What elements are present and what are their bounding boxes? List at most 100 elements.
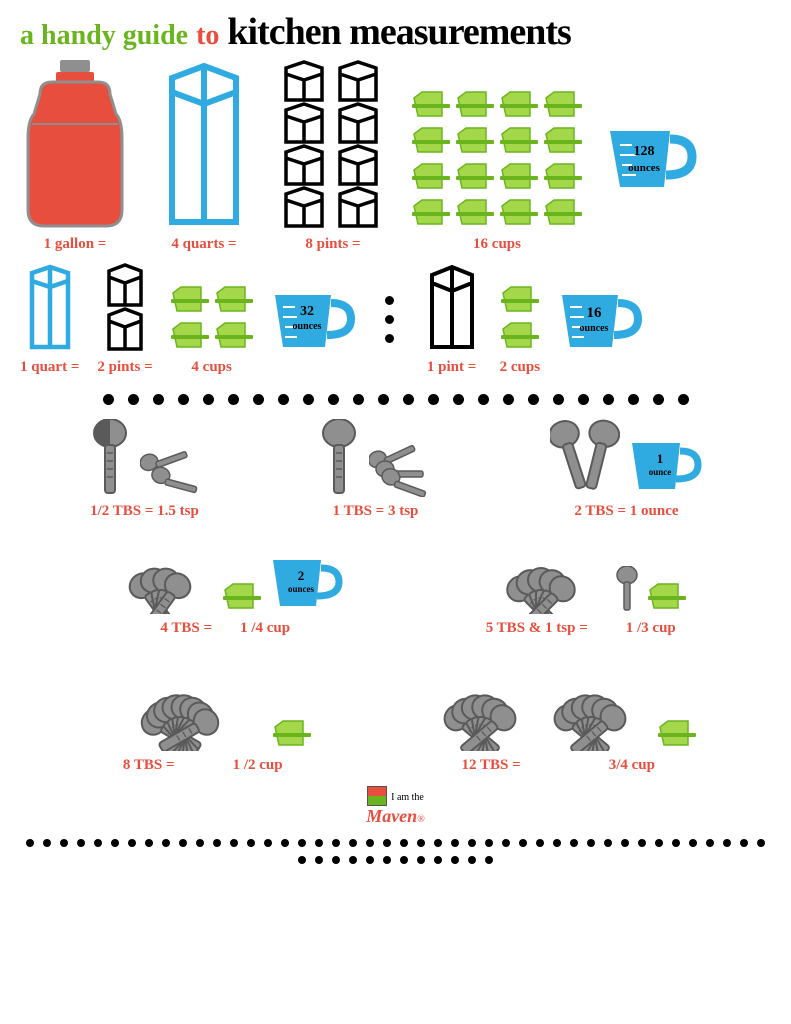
tablespoons-12-icon bbox=[420, 657, 650, 751]
tablespoon-1-icon bbox=[317, 419, 361, 497]
ounces32-col: 32 ounces bbox=[271, 283, 357, 357]
green-cup-icon bbox=[501, 321, 539, 353]
svg-text:32: 32 bbox=[300, 304, 314, 319]
green-cup-icon bbox=[215, 285, 253, 317]
half-tbs-col: 1/2 TBS = 1.5 tsp bbox=[88, 419, 202, 520]
green-cup-icon bbox=[544, 90, 582, 122]
twelve-tbs-label: 12 TBS = bbox=[462, 757, 521, 774]
cups-grid-2 bbox=[501, 285, 539, 353]
measuring-cup-16-icon: 16 ounces bbox=[558, 283, 644, 357]
pints-stack-icon bbox=[278, 60, 388, 230]
two-tbs-label: 2 TBS = 1 ounce bbox=[574, 503, 678, 520]
row-quart-pint: 1 quart = 2 pints = 4 cups 32 ounces 1 p… bbox=[0, 253, 791, 376]
svg-text:ounces: ounces bbox=[628, 162, 661, 174]
green-cup-icon bbox=[412, 126, 450, 158]
two-tbs-col: 1 ounce 2 TBS = 1 ounce bbox=[550, 419, 704, 520]
divider-dots-big bbox=[0, 376, 791, 419]
svg-text:ounce: ounce bbox=[648, 467, 671, 477]
tablespoons-2-icon bbox=[550, 419, 620, 497]
five-tbs-col: 5 TBS & 1 tsp = 1 /3 cup bbox=[476, 530, 686, 637]
row-quarter-third: 2 ounces 4 TBS = 1 /4 cup 5 TBS & 1 tsp … bbox=[0, 520, 791, 647]
green-cup-icon bbox=[500, 126, 538, 158]
measuring-cup-32-icon: 32 ounces bbox=[271, 283, 357, 357]
tablespoon-half-icon bbox=[88, 419, 132, 497]
pints2-icon bbox=[101, 263, 149, 353]
half-tbs-label: 1/2 TBS = 1.5 tsp bbox=[90, 503, 199, 520]
teaspoons-1.5-icon bbox=[140, 449, 202, 497]
quarts-col: 4 quarts = bbox=[154, 60, 254, 253]
green-cup-icon bbox=[500, 198, 538, 230]
teaspoons-3-icon bbox=[369, 445, 435, 497]
svg-text:16: 16 bbox=[587, 305, 603, 321]
gallon-label: 1 gallon = bbox=[44, 236, 107, 253]
cups2-col: 2 cups bbox=[500, 285, 540, 376]
ounces128-col: 128 ounces bbox=[606, 117, 698, 197]
svg-text:2: 2 bbox=[298, 568, 305, 583]
half-cup-label: 1 /2 cup bbox=[233, 757, 283, 774]
cups4-col: 4 cups bbox=[171, 285, 253, 376]
quart-carton-icon bbox=[154, 60, 254, 230]
four-tbs-col: 2 ounces 4 TBS = 1 /4 cup bbox=[105, 530, 345, 637]
green-cup-icon bbox=[500, 162, 538, 194]
one-tbs-col: 1 TBS = 3 tsp bbox=[317, 419, 435, 520]
green-cup-icon bbox=[456, 126, 494, 158]
row-gallon: 1 gallon = 4 quarts = 8 pints = 16 cups … bbox=[0, 60, 791, 253]
quarts-label: 4 quarts = bbox=[171, 236, 236, 253]
eight-tbs-label: 8 TBS = bbox=[123, 757, 175, 774]
green-cup-icon bbox=[544, 162, 582, 194]
quart1-label: 1 quart = bbox=[20, 359, 79, 376]
title-kitchen: kitchen measurements bbox=[227, 10, 570, 54]
gallon-col: 1 gallon = bbox=[20, 60, 130, 253]
title-row: a handy guide to kitchen measurements bbox=[0, 0, 791, 60]
cups16-label: 16 cups bbox=[473, 236, 521, 253]
pint1-col: 1 pint = bbox=[422, 263, 482, 376]
green-cup-icon bbox=[648, 582, 686, 614]
logo-iamthe: I am the bbox=[391, 792, 424, 803]
quart-small-icon bbox=[22, 263, 78, 353]
green-cup-icon bbox=[456, 198, 494, 230]
green-cup-icon bbox=[501, 285, 539, 317]
green-cup-icon bbox=[215, 321, 253, 353]
green-cup-icon bbox=[223, 582, 261, 614]
green-cup-icon bbox=[412, 90, 450, 122]
eight-tbs-col: 8 TBS = 1 /2 cup bbox=[95, 657, 311, 774]
row-half-threequarter: 8 TBS = 1 /2 cup 12 TBS = 3/4 cup bbox=[0, 647, 791, 784]
teaspoon-1-icon bbox=[614, 566, 640, 614]
cups2-label: 2 cups bbox=[500, 359, 540, 376]
tablespoons-5-icon bbox=[476, 530, 606, 614]
green-cup-icon bbox=[171, 285, 209, 317]
green-cup-icon bbox=[544, 126, 582, 158]
measuring-cup-2oz-icon: 2 ounces bbox=[269, 550, 345, 614]
pints2-label: 2 pints = bbox=[97, 359, 152, 376]
one-tbs-label: 1 TBS = 3 tsp bbox=[333, 503, 419, 520]
divider-dots-small bbox=[0, 829, 791, 874]
svg-text:ounces: ounces bbox=[580, 323, 609, 334]
three-quarter-label: 3/4 cup bbox=[609, 757, 655, 774]
third-cup-label: 1 /3 cup bbox=[626, 620, 676, 637]
row-tbs-tsp: 1/2 TBS = 1.5 tsp 1 TBS = 3 tsp bbox=[0, 419, 791, 520]
five-tbs-label: 5 TBS & 1 tsp = bbox=[486, 620, 588, 637]
logo-reg: ® bbox=[417, 814, 425, 825]
measuring-cup-1oz-icon: 1 ounce bbox=[628, 433, 704, 497]
twelve-tbs-col: 12 TBS = 3/4 cup bbox=[420, 657, 696, 774]
ounces16-col: 16 ounces bbox=[558, 283, 644, 357]
tablespoons-4-icon bbox=[105, 530, 215, 614]
green-cup-icon bbox=[456, 162, 494, 194]
cups-grid-4 bbox=[171, 285, 253, 353]
pints2-col: 2 pints = bbox=[97, 263, 152, 376]
logo-maven: Maven bbox=[366, 806, 417, 826]
green-cup-icon bbox=[273, 719, 311, 751]
colon-separator bbox=[385, 296, 394, 343]
svg-text:ounces: ounces bbox=[288, 584, 315, 594]
svg-text:1: 1 bbox=[656, 451, 663, 466]
pints-col: 8 pints = bbox=[278, 60, 388, 253]
quart1-col: 1 quart = bbox=[20, 263, 79, 376]
cups16-col: 16 cups bbox=[412, 90, 582, 253]
green-cup-icon bbox=[544, 198, 582, 230]
green-cup-icon bbox=[412, 198, 450, 230]
title-handy-guide: a handy guide bbox=[20, 20, 188, 52]
cups4-label: 4 cups bbox=[191, 359, 231, 376]
green-cup-icon bbox=[500, 90, 538, 122]
green-cup-icon bbox=[412, 162, 450, 194]
logo-gift-icon bbox=[367, 786, 387, 806]
